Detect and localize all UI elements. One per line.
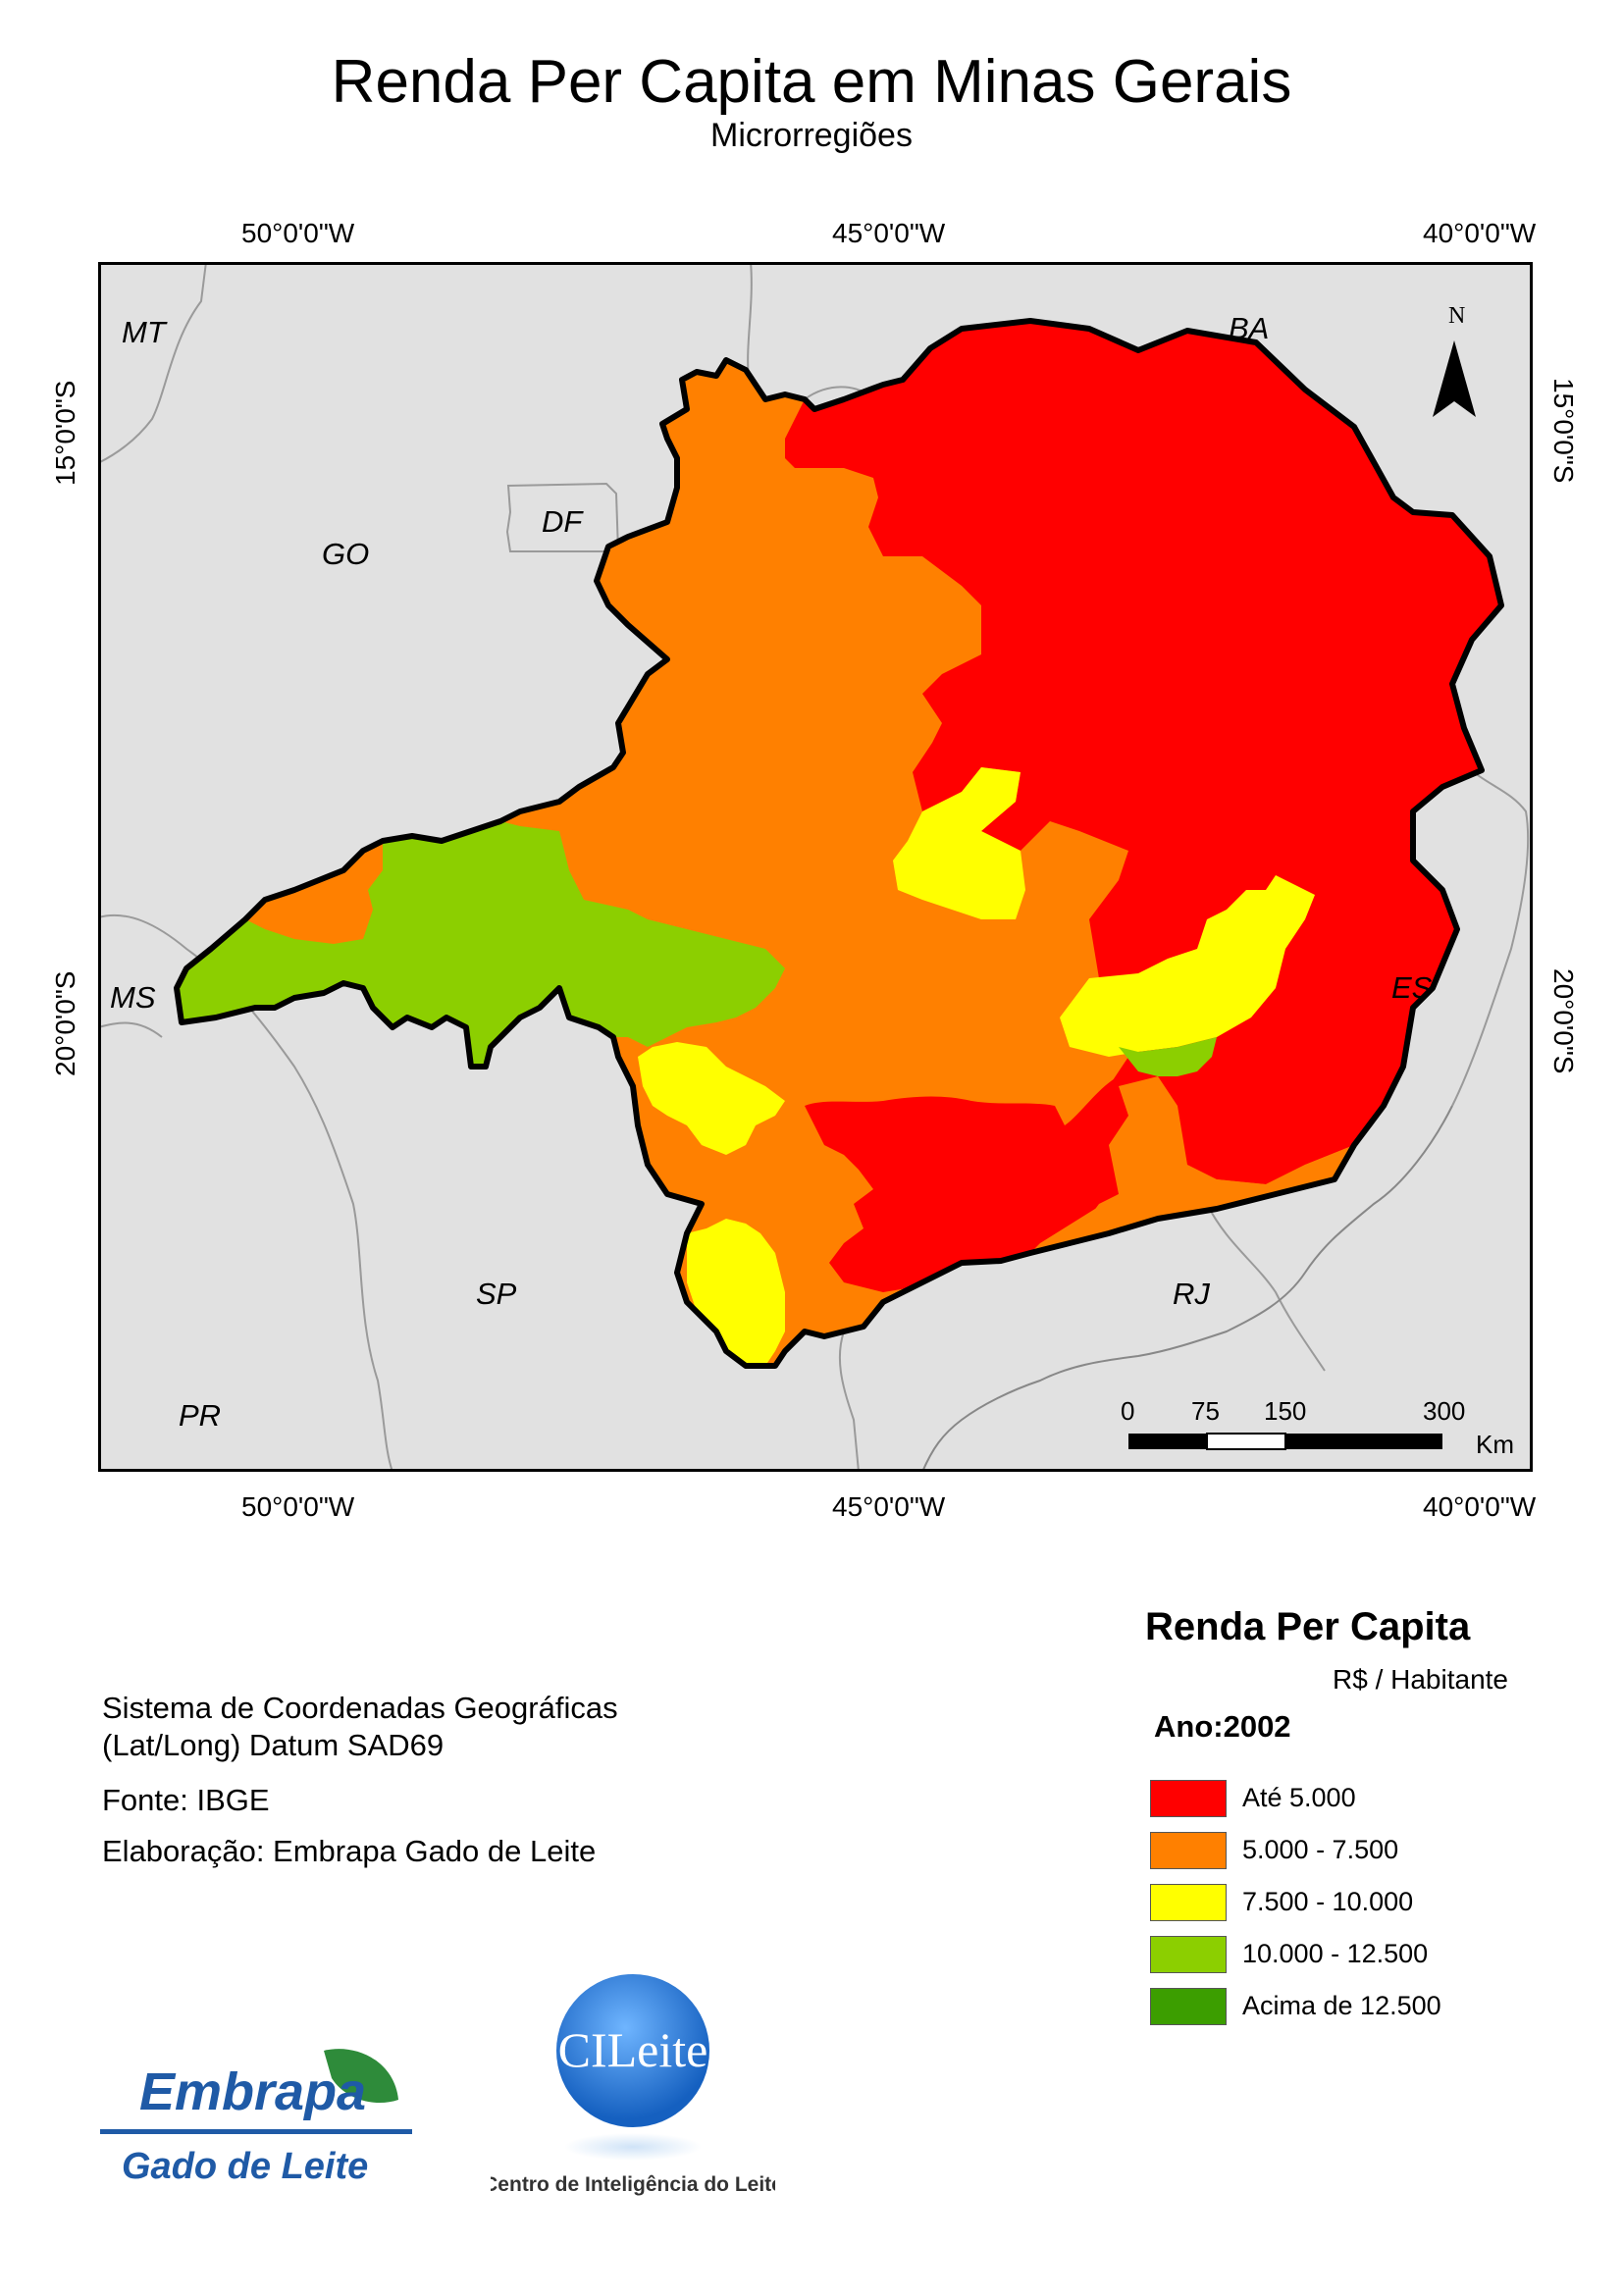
legend-title: Renda Per Capita <box>1145 1605 1471 1648</box>
lat-label-right-20: 20°0'0"S <box>1548 968 1579 1074</box>
region-green-east <box>1119 1037 1217 1076</box>
state-label-go: GO <box>322 537 369 571</box>
lon-label-bottom-50: 50°0'0"W <box>241 1491 355 1522</box>
map-subtitle: Microrregiões <box>710 117 913 154</box>
info-author: Elaboração: Embrapa Gado de Leite <box>102 1834 597 1868</box>
map-border <box>98 262 1533 1472</box>
region-green-west <box>177 821 785 1067</box>
legend-year: Ano:2002 <box>1154 1709 1291 1744</box>
scale-tick-75: 75 <box>1191 1396 1220 1426</box>
legend-swatch <box>1150 1832 1227 1869</box>
state-label-es: ES <box>1391 970 1433 1005</box>
map-title: Renda Per Capita em Minas Gerais <box>331 48 1292 116</box>
embrapa-name: Embrapa <box>139 2062 366 2121</box>
lon-label-bottom-40: 40°0'0"W <box>1423 1491 1537 1522</box>
embrapa-unit: Gado de Leite <box>122 2146 368 2187</box>
state-label-ba: BA <box>1229 311 1269 345</box>
info-crs-line2: (Lat/Long) Datum SAD69 <box>102 1728 445 1762</box>
lon-label-top-40: 40°0'0"W <box>1423 218 1537 248</box>
state-borders <box>98 262 1530 1472</box>
coastline <box>921 1105 1453 1472</box>
lat-label-left-15: 15°0'0"S <box>50 380 80 486</box>
state-label-mt: MT <box>122 315 168 349</box>
legend-label: Acima de 12.500 <box>1242 1991 1441 2020</box>
region-red-south <box>805 1076 1168 1292</box>
leaf-icon <box>324 2049 398 2104</box>
legend-label: 10.000 - 12.500 <box>1242 1939 1429 1968</box>
cileite-name: CILeite <box>558 2022 708 2077</box>
legend-label: 5.000 - 7.500 <box>1242 1835 1399 1864</box>
legend-swatch <box>1150 1988 1227 2025</box>
state-label-ms: MS <box>110 980 156 1015</box>
lon-label-bottom-45: 45°0'0"W <box>832 1491 946 1522</box>
region-orange-inset <box>1070 1076 1354 1243</box>
legend-swatch <box>1150 1884 1227 1921</box>
cileite-fullname: Centro de Inteligência do Leite <box>491 2173 775 2196</box>
legend-swatch <box>1150 1936 1227 1973</box>
scale-tick-0: 0 <box>1121 1396 1134 1426</box>
legend-unit: R$ / Habitante <box>1333 1664 1508 1695</box>
embrapa-logo: Embrapa Gado de Leite <box>100 2049 412 2187</box>
lat-label-left-20: 20°0'0"S <box>50 970 80 1076</box>
north-arrow: N <box>1433 303 1476 417</box>
minas-gerais-outline <box>174 318 1504 1369</box>
north-arrow-label: N <box>1448 303 1465 329</box>
info-crs-line1: Sistema de Coordenadas Geográficas <box>102 1691 618 1725</box>
map-frame: MT GO DF BA MS ES SP RJ PR N 0 75 150 30… <box>98 262 1533 1472</box>
info-source: Fonte: IBGE <box>102 1783 270 1817</box>
scale-bar: 0 75 150 300 Km <box>1121 1396 1514 1459</box>
legend-label: 7.500 - 10.000 <box>1242 1887 1414 1916</box>
cileite-logo: CILeite Centro de Inteligência do Leite <box>491 1974 775 2196</box>
state-label-pr: PR <box>179 1398 221 1433</box>
scale-unit: Km <box>1476 1430 1514 1459</box>
region-yellow-central-north <box>893 767 1025 919</box>
state-label-df: DF <box>542 504 584 539</box>
region-yellow-east <box>1060 875 1315 1057</box>
minas-gerais-regions <box>177 321 1501 1366</box>
legend-swatch <box>1150 1780 1227 1817</box>
lon-label-top-45: 45°0'0"W <box>832 218 946 248</box>
state-label-rj: RJ <box>1173 1277 1210 1311</box>
lon-label-top-50: 50°0'0"W <box>241 218 355 248</box>
state-label-sp: SP <box>476 1277 517 1311</box>
region-yellow-west <box>638 1042 785 1155</box>
legend-label: Até 5.000 <box>1242 1783 1356 1812</box>
scale-tick-150: 150 <box>1264 1396 1306 1426</box>
lat-label-right-15: 15°0'0"S <box>1548 378 1579 484</box>
region-red-northeast <box>785 321 1501 1194</box>
region-yellow-southwest <box>687 1219 785 1366</box>
scale-tick-300: 300 <box>1423 1396 1465 1426</box>
globe-icon <box>556 1974 709 2127</box>
